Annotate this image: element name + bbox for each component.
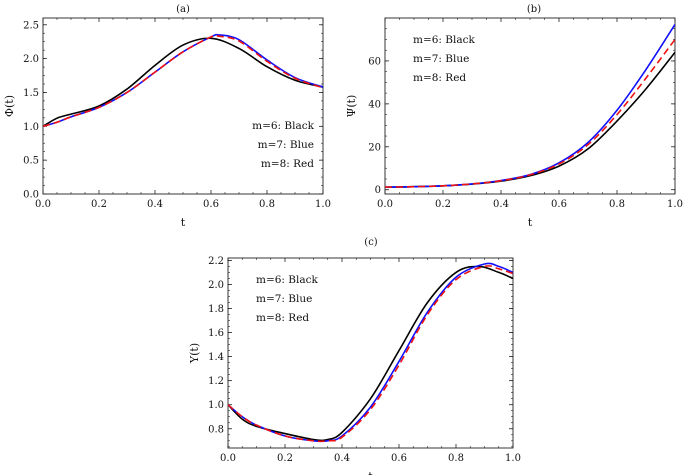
x-tick-label: 0.4	[147, 199, 163, 210]
x-axis-label: t	[528, 216, 533, 229]
series-line-m8	[43, 34, 323, 128]
x-tick-label: 0.6	[203, 199, 219, 210]
panel-b-title: (b)	[527, 4, 541, 15]
panel-a: (a) 0.0 0.2 0.4 0.6 0.8 1.0 0.0 0.5 1.0 1.5 2.0 2.5 t…	[3, 4, 331, 229]
y-axis-label: Φ(t)	[3, 95, 16, 117]
legend-entry: m=6: Black	[413, 34, 476, 46]
x-tick-label: 1.0	[315, 199, 331, 210]
y-tick-label: 0.0	[23, 190, 39, 201]
y-tick-label: 20	[368, 142, 381, 153]
y-tick-label: 60	[368, 56, 381, 67]
y-tick-label: 1.5	[23, 88, 39, 99]
x-tick-label: 0.6	[391, 453, 407, 464]
y-tick-label: 1.8	[208, 304, 224, 315]
panel-c: (c) 0.0 0.2 0.4 0.6 0.8 1.0 0.8 1.0 1.2 1.4 1.6 1.8 2…	[188, 237, 521, 475]
y-tick-label: 2.2	[208, 256, 224, 267]
legend-entry: m=7: Blue	[256, 293, 312, 305]
x-axis-label: t	[368, 470, 373, 475]
y-tick-label: 2.0	[208, 280, 224, 291]
panel-a-title: (a)	[176, 4, 190, 15]
x-tick-label: 0.0	[35, 199, 51, 210]
y-tick-label: 40	[368, 99, 381, 110]
legend-entry: m=8: Red	[261, 158, 314, 170]
x-tick-label: 0.2	[435, 199, 451, 210]
x-axis-label: t	[181, 216, 186, 229]
x-tick-label: 0.8	[609, 199, 625, 210]
y-tick-label: 2.5	[23, 20, 39, 31]
panel-c-title: (c)	[364, 237, 378, 248]
plot-frame	[227, 257, 514, 449]
y-tick-label: 1.2	[208, 376, 224, 387]
y-axis-label: Ψ(t)	[345, 95, 358, 118]
legend-entry: m=8: Red	[256, 312, 309, 324]
x-tick-label: 1.0	[505, 453, 521, 464]
x-tick-label: 0.0	[220, 453, 236, 464]
y-tick-label: 2.0	[23, 54, 39, 65]
series-line-m8	[385, 38, 675, 188]
legend-entry: m=6: Black	[256, 274, 319, 286]
y-axis-label: Υ(t)	[188, 343, 201, 364]
series-line-m6	[43, 37, 323, 128]
y-tick-label: 1.4	[208, 352, 224, 363]
y-tick-label: 1.6	[208, 328, 224, 339]
series-line-m8	[228, 265, 513, 443]
y-tick-label: 0	[375, 185, 381, 196]
x-tick-label: 0.4	[334, 453, 350, 464]
y-tick-label: 1.0	[23, 122, 39, 133]
y-tick-label: 0.5	[23, 156, 39, 167]
series-line-m7	[228, 262, 513, 443]
x-tick-label: 0.6	[551, 199, 567, 210]
x-tick-label: 0.2	[91, 199, 107, 210]
panel-b: (b) 0.0 0.2 0.4 0.6 0.8 1.0 0 20 40 60 t Ψ(t) m=6: Bl…	[345, 4, 683, 229]
x-tick-label: 0.0	[377, 199, 393, 210]
y-tick-label: 1.0	[208, 400, 224, 411]
legend-entry: m=7: Blue	[258, 139, 314, 151]
x-tick-label: 0.8	[448, 453, 464, 464]
x-tick-label: 0.4	[493, 199, 509, 210]
legend-entry: m=8: Red	[413, 72, 466, 84]
x-tick-label: 0.8	[259, 199, 275, 210]
legend-entry: m=7: Blue	[413, 53, 469, 65]
x-tick-label: 0.2	[277, 453, 293, 464]
y-tick-label: 0.8	[208, 424, 224, 435]
x-tick-label: 1.0	[667, 199, 683, 210]
legend-entry: m=6: Black	[252, 120, 315, 132]
